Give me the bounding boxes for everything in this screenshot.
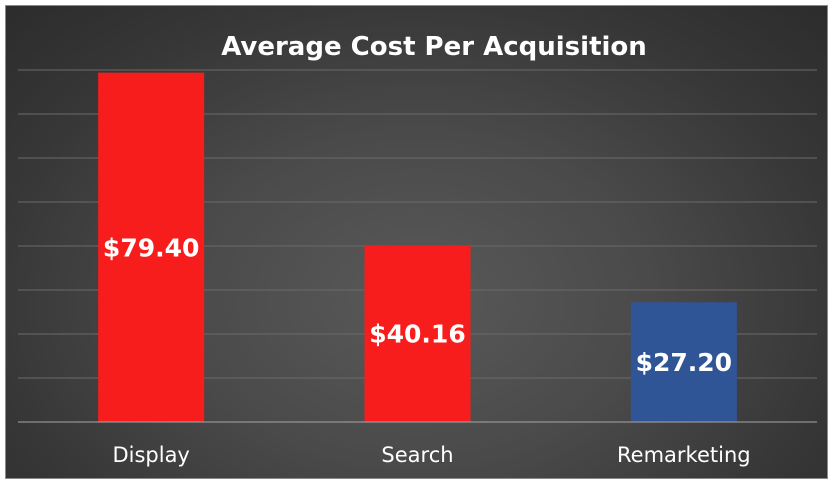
category-label-search: Search <box>381 443 453 467</box>
chart-frame: Average Cost Per Acquisition $79.40 Displ… <box>5 5 828 479</box>
bar-chart: Average Cost Per Acquisition $79.40 Displ… <box>18 32 817 467</box>
bars <box>98 72 737 422</box>
category-label-display: Display <box>112 443 189 467</box>
bar-remarketing <box>630 302 737 422</box>
category-label-remarketing: Remarketing <box>617 443 751 467</box>
labels: $79.40 Display $40.16 Search $27.20 Remarketi… <box>103 233 751 467</box>
bar-display <box>98 72 205 422</box>
value-label-search: $40.16 <box>369 320 465 349</box>
chart-title: Average Cost Per Acquisition <box>221 32 647 62</box>
value-label-display: $79.40 <box>103 233 199 262</box>
value-label-remarketing: $27.20 <box>636 348 732 377</box>
bar-search <box>364 245 471 422</box>
